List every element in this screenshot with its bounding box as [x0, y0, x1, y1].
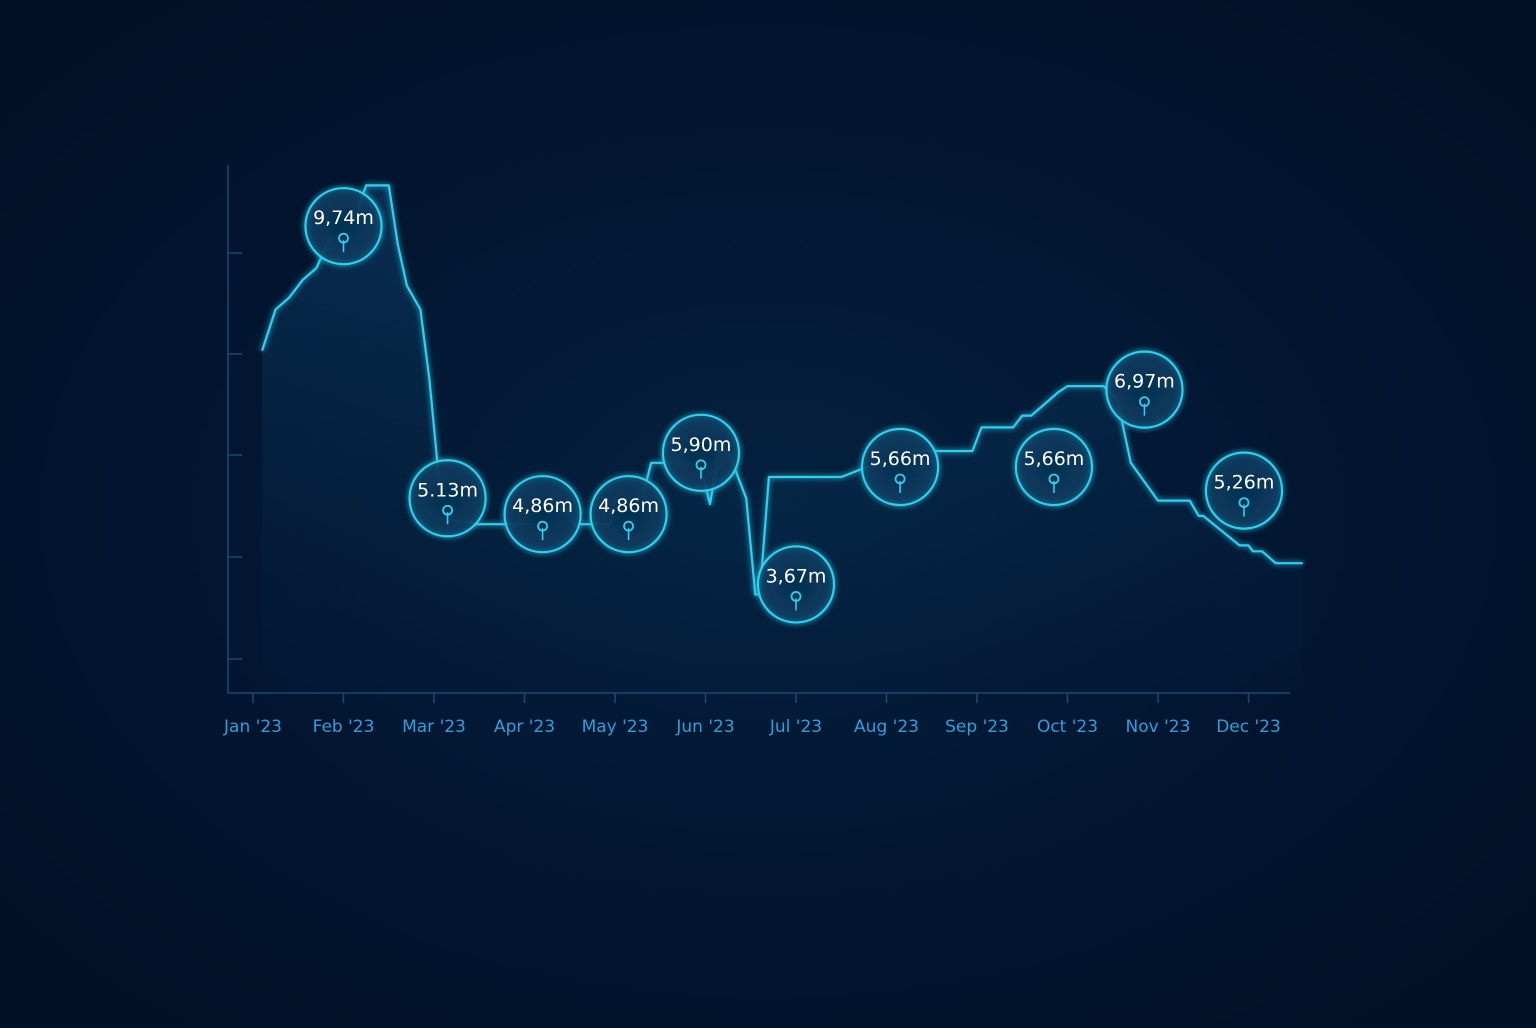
x-tick-label: Mar '23	[402, 717, 466, 737]
bubble-label: 5.13m	[417, 479, 478, 501]
x-tick-label: Jan '23	[223, 717, 282, 737]
bubble-circle	[1204, 451, 1284, 530]
bubble-circle	[503, 475, 582, 554]
bubble-circle	[860, 427, 940, 507]
bubble-label: 9,74m	[313, 207, 374, 229]
bubble-label: 5,66m	[1024, 448, 1085, 470]
x-tick-label: Jun '23	[675, 717, 734, 737]
bubble-circle	[589, 475, 668, 554]
annotation-bubble: 5,26m	[1204, 451, 1284, 530]
annotation-bubble: 5,90m	[661, 413, 741, 492]
annotation-bubble: 6,97m	[1105, 350, 1184, 429]
bubble-marker	[1048, 473, 1060, 485]
bubble-marker	[790, 591, 802, 602]
annotation-bubble: 4,86m	[589, 475, 668, 554]
bubble-label: 4,86m	[512, 495, 573, 517]
bubble-circle	[304, 187, 383, 266]
bubble-circle	[1105, 350, 1184, 429]
bubble-label: 5,90m	[671, 434, 732, 456]
annotation-bubbles: 9,74m 5.13m 4,86m 4,86m 5,90m 3,67m 5,66m 5,66m…	[304, 187, 1284, 624]
bubble-circle	[756, 545, 836, 624]
x-tick-label: May '23	[582, 717, 649, 737]
bubble-marker	[695, 459, 707, 471]
x-tick-label: Aug '23	[854, 717, 919, 737]
annotation-bubble: 4,86m	[503, 475, 582, 554]
bubble-circle	[1014, 427, 1094, 507]
annotation-bubble: 9,74m	[304, 187, 383, 266]
bubble-marker	[1139, 396, 1150, 408]
x-tick-label: Apr '23	[494, 717, 555, 737]
bubble-marker	[537, 520, 548, 532]
bubble-label: 5,26m	[1214, 472, 1275, 494]
bubble-circle	[661, 413, 741, 492]
x-tick-label: Nov '23	[1126, 717, 1191, 737]
bubble-marker	[623, 520, 634, 532]
series-area	[262, 185, 1303, 693]
bubble-circle	[408, 459, 487, 538]
x-tick-label: Oct '23	[1037, 717, 1098, 737]
annotation-bubble: 5,66m	[1014, 427, 1094, 507]
bubble-marker	[1238, 497, 1250, 508]
bubble-label: 4,86m	[598, 495, 659, 517]
x-tick-label: Dec '23	[1216, 717, 1281, 737]
x-tick-labels: Jan '23 Feb '23 Mar '23 Apr '23 May '23 Jun '…	[223, 717, 1281, 737]
annotation-bubble: 3,67m	[756, 545, 836, 624]
bubble-marker	[338, 232, 349, 244]
annotation-bubble: 5.13m	[408, 459, 487, 538]
x-tick-label: Jul '23	[769, 717, 822, 737]
x-tick-label: Sep '23	[945, 717, 1009, 737]
area-fill	[262, 185, 1303, 693]
bubble-marker	[894, 473, 906, 485]
bubble-marker	[442, 504, 453, 516]
bubble-label: 5,66m	[870, 448, 931, 470]
annotation-bubble: 5,66m	[860, 427, 940, 507]
bubble-label: 3,67m	[766, 565, 827, 587]
x-tick-label: Feb '23	[313, 717, 375, 737]
bubble-label: 6,97m	[1114, 371, 1175, 393]
